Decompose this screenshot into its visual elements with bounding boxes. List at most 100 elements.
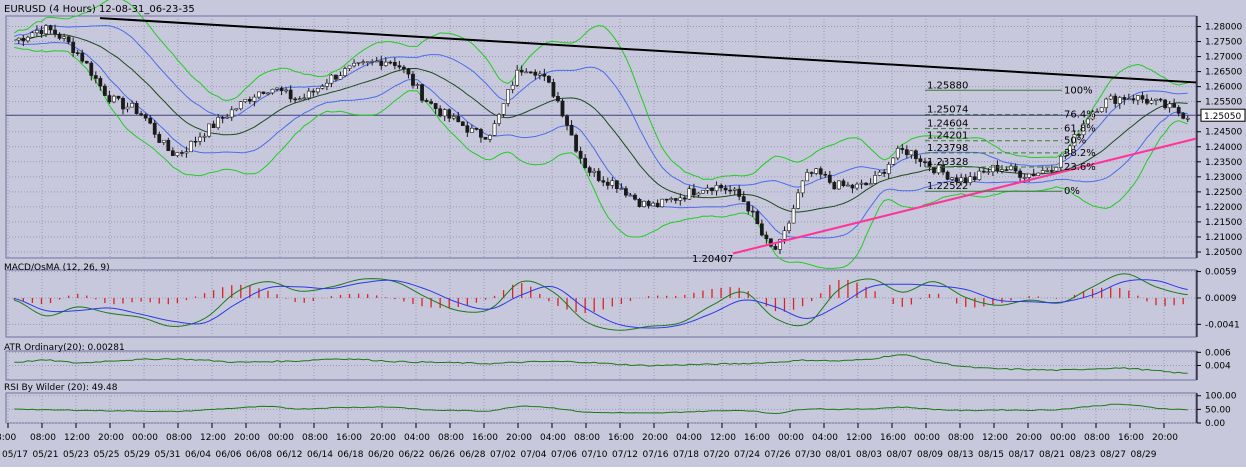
candle-body — [1149, 100, 1154, 104]
x-date-label: 06/06 — [216, 450, 242, 460]
x-time-label: 08:00 — [438, 433, 464, 443]
candle-body — [175, 152, 180, 156]
fib-percent-label: 61.8% — [1064, 124, 1096, 135]
candle-body — [1058, 155, 1063, 168]
candle-body — [107, 95, 112, 103]
candle-body — [836, 180, 841, 190]
panel-labels: EURUSD (4 Hours) 12-08-31_06-23-35 MACD/… — [4, 4, 195, 393]
candle-body — [429, 101, 433, 104]
candle-body — [1113, 95, 1118, 104]
candle-body — [510, 84, 515, 90]
candle-body — [243, 98, 248, 102]
candle-body — [1068, 145, 1072, 155]
candle-body — [392, 62, 397, 66]
candle-body — [651, 202, 655, 207]
candle-body — [710, 187, 714, 192]
candle-body — [1031, 173, 1036, 176]
candle-body — [139, 113, 144, 115]
candle-body — [365, 61, 370, 64]
candle-body — [714, 185, 719, 192]
candle-body — [112, 95, 116, 103]
y-tick-label: 1.28000 — [1205, 23, 1242, 33]
x-time-label: 04:00 — [404, 433, 430, 443]
candle-body — [284, 89, 288, 92]
y-tick-label: 0.0009 — [1205, 294, 1237, 304]
candle-body — [460, 121, 465, 126]
candle-body — [21, 37, 26, 42]
fib-price-label: 1.22522 — [927, 181, 968, 192]
x-date-label: 08/21 — [1039, 450, 1065, 460]
candle-body — [669, 198, 674, 200]
x-date-label: 06/08 — [246, 450, 272, 460]
candle-body — [361, 61, 366, 64]
x-date-label: 07/24 — [734, 450, 760, 460]
candle-body — [547, 75, 551, 83]
fib-price-label: 1.24201 — [927, 131, 968, 142]
candle-body — [397, 65, 402, 68]
candle-body — [121, 98, 125, 110]
candle-body — [483, 136, 488, 140]
candle-body — [30, 32, 35, 38]
candle-body — [1013, 165, 1018, 172]
candle-body — [306, 90, 311, 99]
price-panel: 1.28000 1.27500 1.27000 1.26500 1.26000 1.255… — [6, 0, 1246, 269]
candle-body — [1099, 107, 1104, 113]
x-time-label: 08:00 — [574, 433, 600, 443]
candle-body — [1154, 98, 1158, 101]
x-time-label: 00:00 — [914, 433, 940, 443]
x-date-label: 07/18 — [673, 450, 699, 460]
y-tick-label: 1.24500 — [1205, 128, 1242, 138]
candle-body — [1036, 172, 1041, 176]
candle-body — [850, 184, 855, 189]
candle-body — [479, 129, 483, 138]
atr-panel: 0.006 0.004 — [6, 348, 1231, 374]
candle-body — [614, 180, 619, 190]
candle-body — [257, 91, 261, 98]
candle-body — [1045, 170, 1050, 172]
candle-body — [882, 171, 887, 174]
candle-body — [447, 109, 452, 119]
fib-price-label: 1.24604 — [927, 119, 968, 130]
candle-body — [1040, 170, 1045, 174]
x-time-label: 16:00 — [472, 433, 498, 443]
candle-body — [402, 66, 406, 70]
y-tick-label: 1.23500 — [1205, 158, 1242, 168]
candle-body — [1172, 103, 1177, 108]
candle-body — [855, 183, 859, 189]
candle-body — [587, 167, 592, 173]
candle-body — [633, 194, 637, 200]
x-date-label: 07/04 — [521, 450, 547, 460]
candle-body — [279, 87, 284, 91]
candle-body — [189, 140, 193, 153]
candle-body — [574, 134, 578, 152]
fib-price-label: 1.25074 — [927, 104, 968, 115]
candle-body — [352, 62, 356, 67]
rsi-title: RSI By Wilder (20): 49.48 — [4, 383, 118, 393]
candle-body — [311, 90, 316, 93]
candle-body — [759, 223, 764, 236]
candle-body — [501, 103, 506, 115]
fib-percent-label: 100% — [1064, 85, 1093, 96]
x-time-label: 8:00 — [0, 433, 16, 443]
candle-body — [624, 188, 628, 196]
candle-body — [605, 181, 610, 186]
candle-body — [411, 73, 415, 86]
candle-body — [116, 95, 121, 99]
time-axis: 8:0008:0012:0020:0000:0008:0012:0020:000… — [0, 423, 1178, 460]
y-tick-label: 100.00 — [1205, 392, 1237, 402]
candle-body — [578, 150, 583, 159]
macd-title: MACD/OsMA (12, 26, 9) — [4, 263, 110, 273]
candle-body — [25, 36, 30, 42]
candle-body — [732, 188, 737, 191]
candle-body — [528, 71, 533, 74]
x-time-label: 00:00 — [1050, 433, 1076, 443]
y-tick-label: 1.20500 — [1205, 248, 1242, 258]
x-date-label: 05/23 — [63, 450, 89, 460]
candle-body — [1185, 117, 1190, 120]
candle-body — [877, 171, 882, 176]
x-time-label: 00:00 — [778, 433, 804, 443]
x-date-label: 05/25 — [94, 450, 120, 460]
candle-body — [374, 60, 379, 63]
